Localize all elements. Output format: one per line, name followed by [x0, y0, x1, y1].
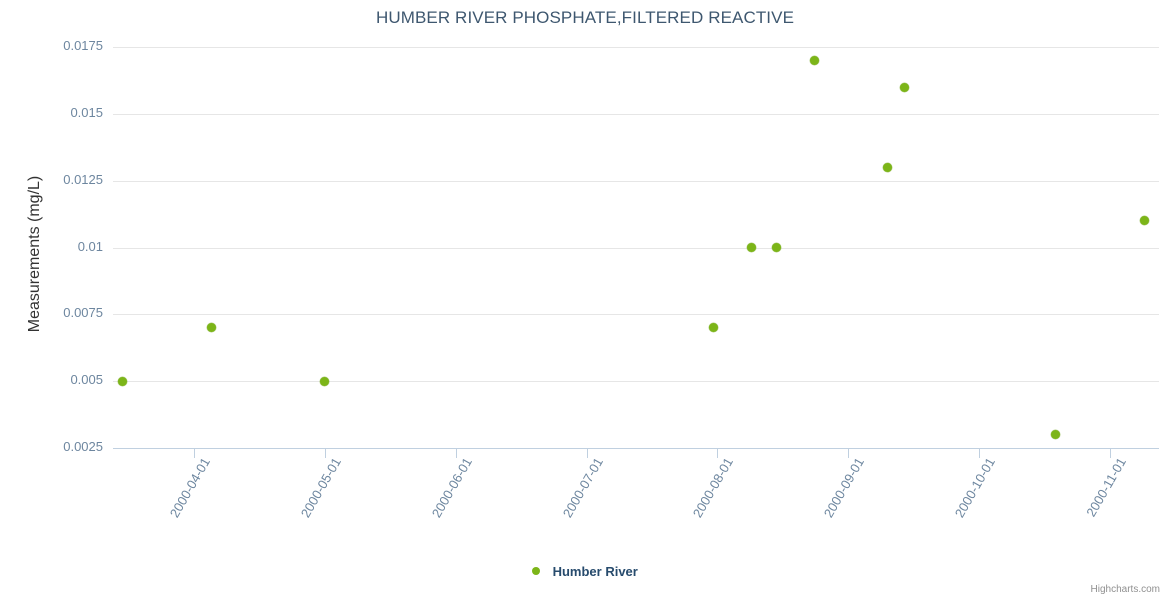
data-point[interactable]: [117, 376, 127, 386]
legend-item-label: Humber River: [552, 563, 638, 579]
highcharts-credits[interactable]: Highcharts.com: [1090, 584, 1160, 595]
gridline: [113, 47, 1159, 48]
legend-item-humber-river[interactable]: Humber River: [532, 564, 638, 580]
y-axis-tick-label: 0.01: [77, 238, 103, 254]
data-point[interactable]: [809, 55, 819, 65]
legend-marker-icon: [532, 566, 541, 575]
gridline: [113, 314, 1159, 316]
gridline: [113, 113, 1159, 115]
y-axis-tick-label: 0.005: [70, 372, 103, 388]
x-axis-tick: [194, 449, 195, 458]
data-point[interactable]: [320, 376, 330, 386]
y-axis-tick-label: 0.0175: [63, 38, 103, 53]
x-axis-tick-label: 2000-06-01: [428, 455, 475, 521]
chart-legend: Humber River: [0, 563, 1170, 581]
data-point[interactable]: [883, 162, 892, 172]
x-axis-line: [113, 448, 1159, 449]
x-axis-tick-label: 2000-07-01: [559, 455, 606, 521]
data-point[interactable]: [1050, 430, 1060, 440]
plot-area: [113, 47, 1159, 448]
y-axis-tick-label: 0.0125: [63, 171, 103, 187]
y-axis-tick-label: 0.0025: [63, 439, 103, 454]
x-axis-tick: [324, 449, 326, 458]
data-point[interactable]: [771, 243, 781, 252]
chart-title: HUMBER RIVER PHOSPHATE,FILTERED REACTIVE: [375, 8, 795, 27]
x-axis-tick-label: 2000-10-01: [951, 455, 999, 521]
y-axis-tick-label: 0.0075: [63, 305, 103, 321]
data-point[interactable]: [900, 82, 910, 92]
x-axis-tick: [848, 449, 850, 458]
gridline: [113, 247, 1159, 249]
data-point[interactable]: [708, 323, 718, 333]
data-point[interactable]: [1140, 216, 1150, 226]
data-point[interactable]: [746, 243, 756, 252]
x-axis-tick-label: 2000-08-01: [690, 455, 737, 521]
x-axis-tick-label: 2000-04-01: [166, 455, 213, 521]
x-axis-tick-label: 2000-05-01: [297, 455, 344, 521]
x-axis-tick-label: 2000-11-01: [1083, 455, 1129, 520]
x-axis-tick: [455, 449, 457, 458]
gridline: [113, 180, 1159, 182]
x-axis-tick: [979, 449, 981, 458]
x-axis-tick: [586, 449, 588, 458]
y-axis-tick-label: 0.015: [70, 104, 103, 120]
y-axis-labels: 0.0025 0.005 0.0075 0.01 0.0125 0.015 0.0175: [0, 0, 103, 600]
data-point[interactable]: [206, 323, 216, 333]
gridline: [113, 381, 1159, 383]
x-axis-tick-label: 2000-09-01: [821, 455, 868, 521]
x-axis-tick: [717, 449, 719, 458]
x-axis-tick: [1109, 449, 1111, 458]
